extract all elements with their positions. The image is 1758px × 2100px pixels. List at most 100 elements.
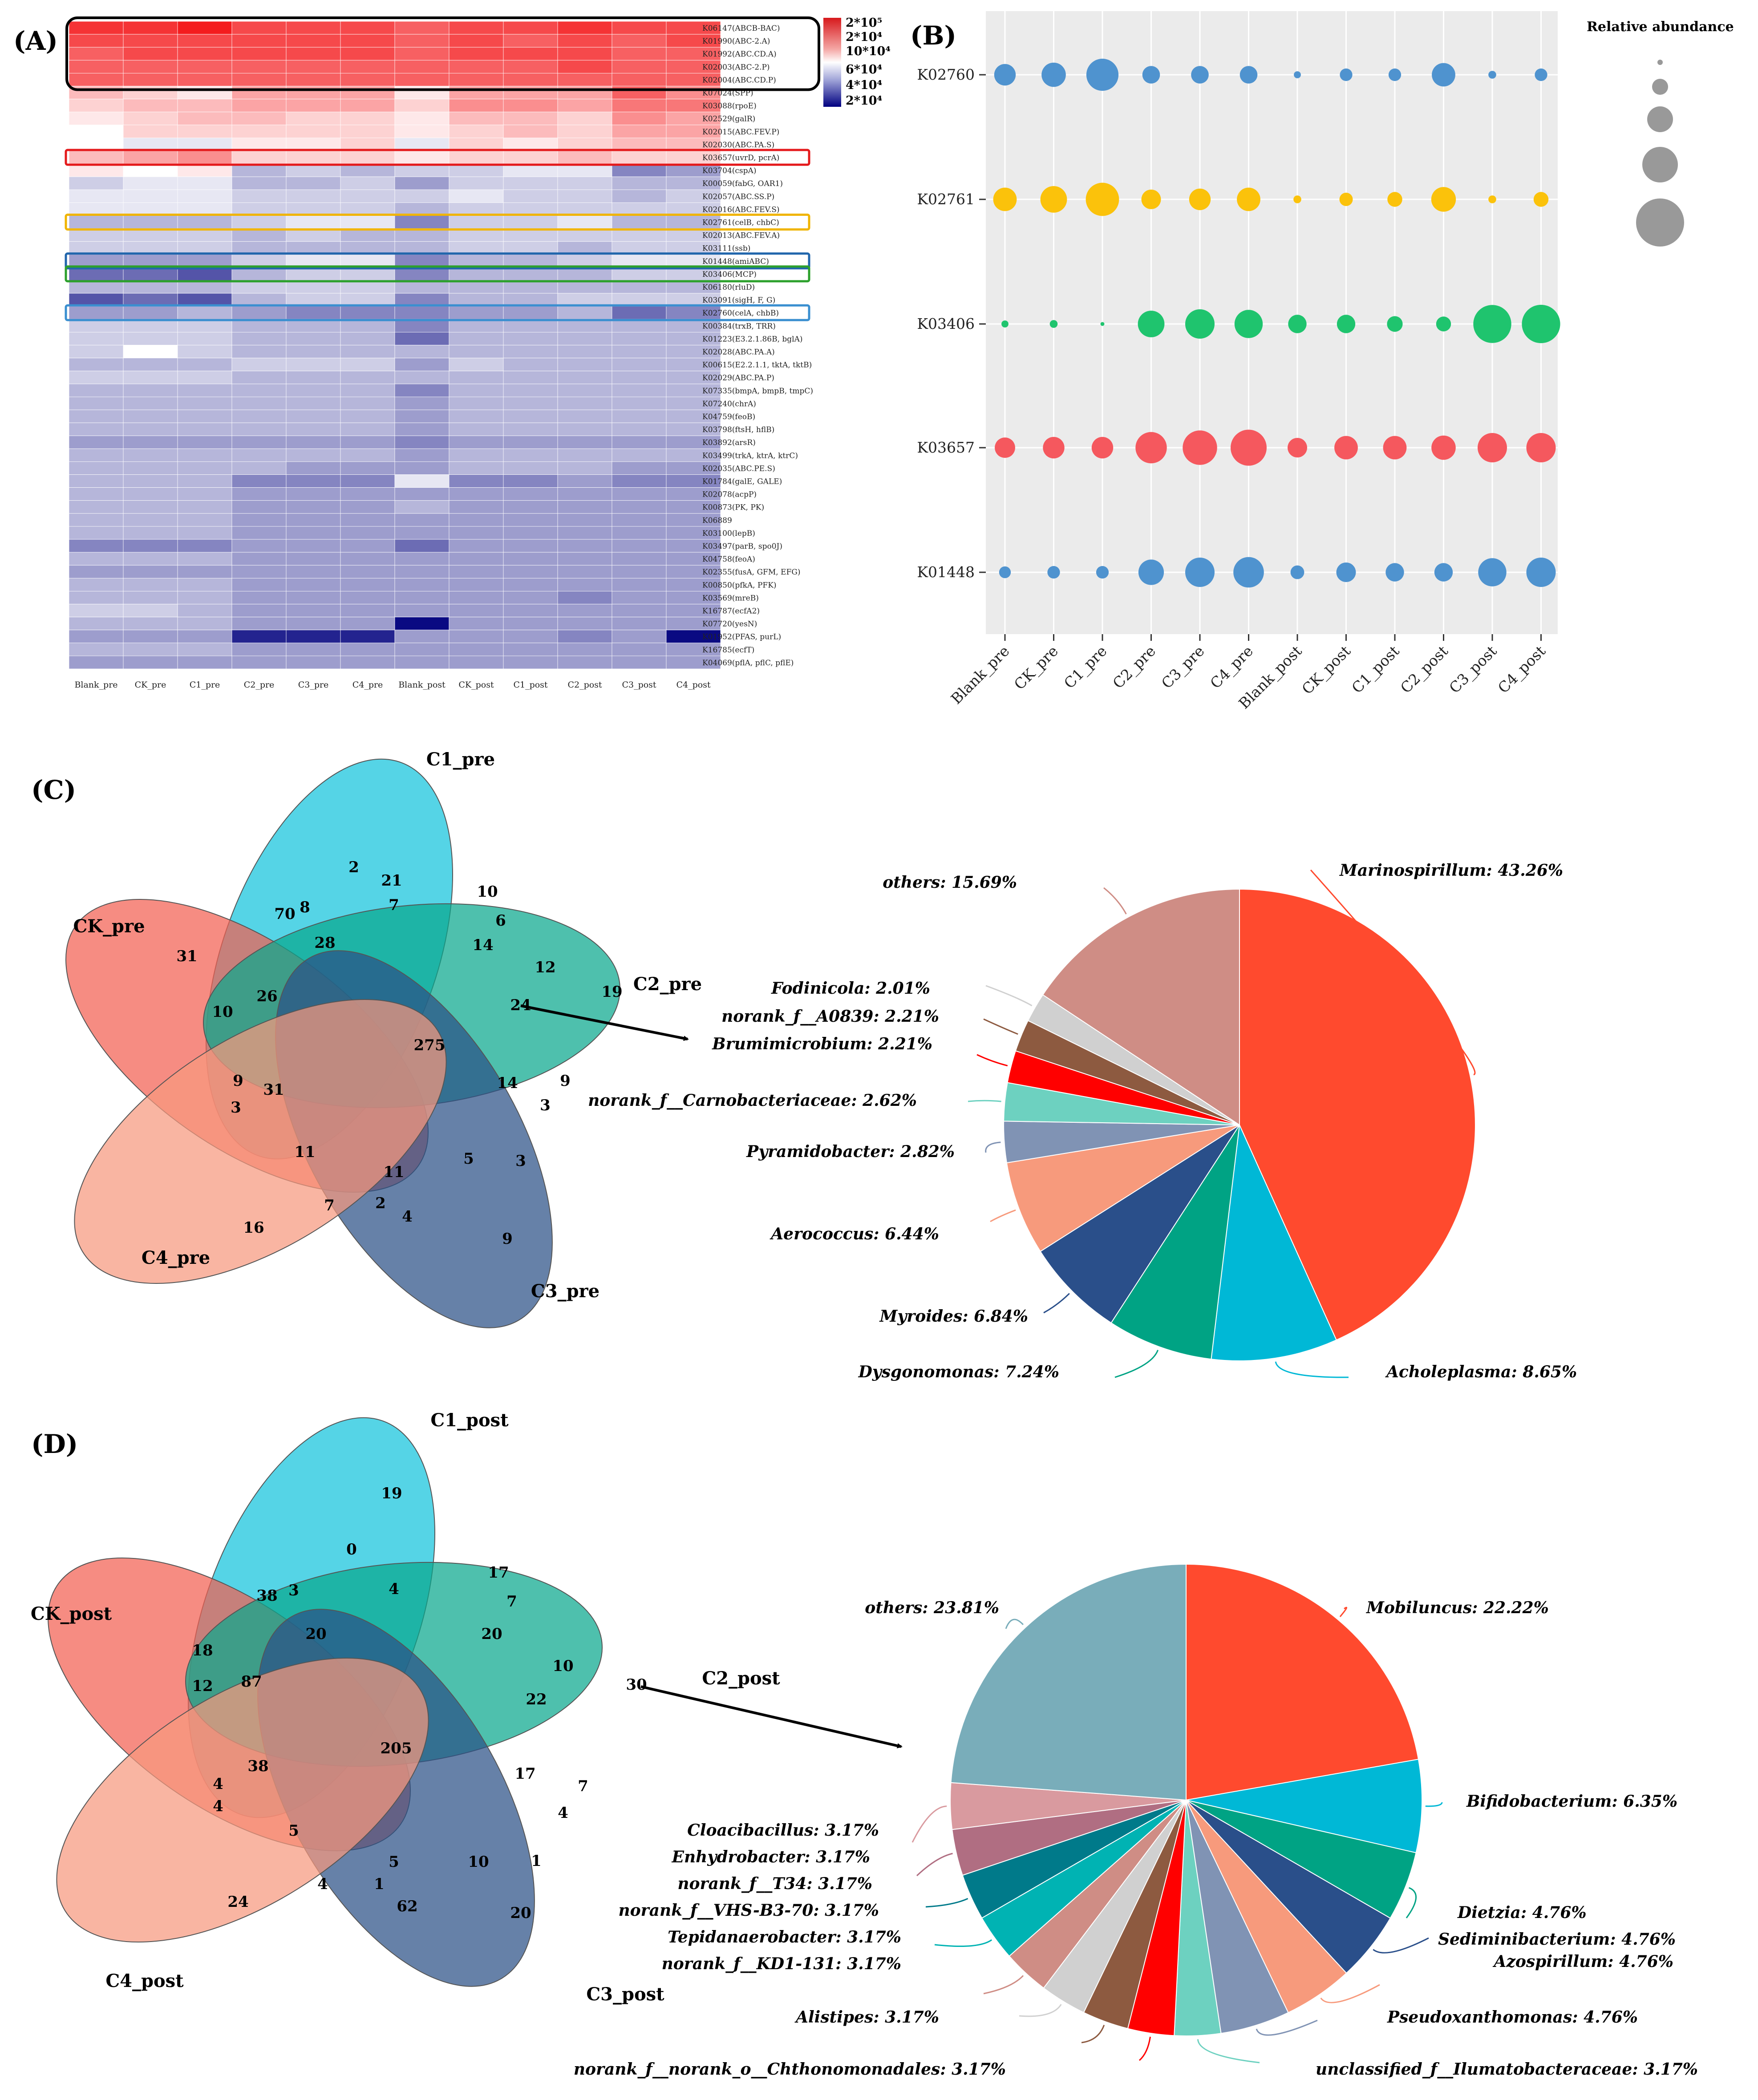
heatmap-cell bbox=[503, 60, 558, 73]
heatmap-cell bbox=[123, 47, 178, 61]
heatmap-cell bbox=[69, 99, 124, 113]
bubble bbox=[1383, 436, 1407, 460]
heatmap-cell bbox=[449, 409, 504, 423]
heatmap-cell bbox=[340, 384, 395, 397]
venn-count: 6 bbox=[495, 912, 506, 930]
heatmap-col-label: CK_post bbox=[458, 680, 494, 690]
heatmap-cell bbox=[69, 591, 124, 604]
heatmap-cell bbox=[340, 112, 395, 125]
heatmap-cell bbox=[666, 604, 721, 618]
bubble-legend: Relative abundance bbox=[1587, 19, 1734, 247]
heatmap-cell bbox=[231, 384, 287, 397]
heatmap-cell bbox=[69, 448, 124, 462]
heatmap-cell bbox=[449, 435, 504, 449]
heatmap-cell bbox=[666, 21, 721, 35]
venn-count: 18 bbox=[192, 1642, 213, 1659]
heatmap-cell bbox=[666, 565, 721, 579]
heatmap-cell bbox=[666, 384, 721, 397]
pie-slice bbox=[950, 1563, 1187, 1801]
heatmap-cell bbox=[123, 474, 178, 488]
heatmap-row-label: K02057(ABC.SS.P) bbox=[702, 192, 774, 201]
heatmap-cell bbox=[503, 384, 558, 397]
pie-label: norank_f__norank_o__Chthonomonadales: 3.… bbox=[574, 2060, 1006, 2079]
heatmap-cell bbox=[69, 332, 124, 345]
heatmap-cell bbox=[612, 409, 667, 423]
heatmap-cell bbox=[394, 384, 450, 397]
heatmap-cell bbox=[340, 565, 395, 579]
heatmap-col-label: C4_post bbox=[676, 680, 710, 690]
heatmap-legend-label: 2*10⁵ bbox=[846, 16, 882, 30]
heatmap-cell bbox=[394, 163, 450, 177]
heatmap-cell bbox=[449, 189, 504, 203]
venn-count: 3 bbox=[231, 1099, 241, 1117]
venn-count: 4 bbox=[558, 1804, 568, 1822]
heatmap-row-label: K02355(fusA, GFM, EFG) bbox=[702, 568, 800, 577]
pie-slice bbox=[1186, 1800, 1289, 2034]
bubble-legend-dot bbox=[1647, 106, 1673, 132]
pie-leader-line bbox=[916, 1853, 953, 1877]
bubble bbox=[999, 566, 1011, 579]
heatmap-row-label: K02016(ABC.FEV.S) bbox=[702, 205, 780, 214]
bubble-legend-title: Relative abundance bbox=[1587, 19, 1734, 35]
bubble-legend-dot bbox=[1636, 198, 1684, 247]
heatmap-cell bbox=[231, 73, 287, 86]
heatmap-cell bbox=[286, 176, 341, 190]
heatmap-cell bbox=[69, 371, 124, 384]
heatmap-cell bbox=[231, 643, 287, 656]
heatmap-cell bbox=[666, 125, 721, 138]
pie-label: Marinospirillum: 43.26% bbox=[1339, 861, 1563, 880]
heatmap-cell bbox=[612, 125, 667, 138]
heatmap-cell bbox=[666, 371, 721, 384]
heatmap-cell bbox=[123, 397, 178, 410]
heatmap-cell bbox=[286, 655, 341, 669]
heatmap-cell bbox=[666, 138, 721, 151]
heatmap-legend: 2*10⁵ 2*10⁴ 10*10⁴ 6*10⁴ 4*10⁴ 2*10⁴ bbox=[823, 16, 891, 108]
pie-label: Dysgonomonas: 7.24% bbox=[858, 1363, 1059, 1381]
heatmap-cell bbox=[557, 358, 612, 372]
heatmap-cell bbox=[340, 474, 395, 488]
venn-count: 4 bbox=[317, 1875, 328, 1893]
venn-set-label: C3_post bbox=[586, 1984, 664, 2005]
heatmap-cell bbox=[394, 448, 450, 462]
venn-ellipse bbox=[56, 1658, 429, 1942]
heatmap-cell bbox=[177, 280, 232, 294]
heatmap-cell bbox=[123, 487, 178, 501]
heatmap-cell bbox=[177, 332, 232, 345]
heatmap-row-label: K16787(ecfA2) bbox=[702, 607, 760, 615]
bubble bbox=[1488, 195, 1496, 203]
heatmap-cell bbox=[449, 604, 504, 618]
heatmap-cell bbox=[231, 565, 287, 579]
heatmap-cell bbox=[612, 384, 667, 397]
highlight-k02760 bbox=[65, 304, 810, 321]
heatmap-row-label: K03100(lepB) bbox=[702, 529, 755, 538]
heatmap-cell bbox=[69, 513, 124, 527]
heatmap-cell bbox=[503, 448, 558, 462]
heatmap-cell bbox=[177, 60, 232, 73]
heatmap-cell bbox=[177, 202, 232, 216]
heatmap-cell bbox=[69, 539, 124, 553]
venn-diagram-d: C1_postCK_postC2_postC3_postC4_post19038… bbox=[31, 1410, 780, 2005]
heatmap-cell bbox=[612, 474, 667, 488]
pie-leader-line bbox=[983, 1975, 1024, 1995]
heatmap-cell bbox=[557, 448, 612, 462]
heatmap-cell bbox=[503, 371, 558, 384]
venn-set-label: CK_post bbox=[31, 1603, 112, 1624]
heatmap-cell bbox=[394, 202, 450, 216]
heatmap-cell bbox=[231, 241, 287, 255]
heatmap-row-label: K02035(ABC.PE.S) bbox=[702, 464, 775, 473]
heatmap-cell bbox=[557, 617, 612, 631]
heatmap-row-label: K03497(parB, spo0J) bbox=[702, 542, 782, 551]
heatmap-cell bbox=[666, 643, 721, 656]
bubble bbox=[1387, 316, 1403, 332]
bubble bbox=[1135, 432, 1167, 464]
heatmap-cell bbox=[557, 241, 612, 255]
heatmap-cell bbox=[666, 422, 721, 436]
heatmap-cell bbox=[503, 21, 558, 35]
heatmap-cell bbox=[449, 422, 504, 436]
heatmap-cell bbox=[557, 99, 612, 113]
heatmap-cell bbox=[177, 630, 232, 643]
venn-count: 1 bbox=[374, 1875, 385, 1893]
heatmap-cell bbox=[69, 241, 124, 255]
venn-count: 10 bbox=[212, 1003, 233, 1021]
venn-count: 12 bbox=[535, 959, 555, 976]
